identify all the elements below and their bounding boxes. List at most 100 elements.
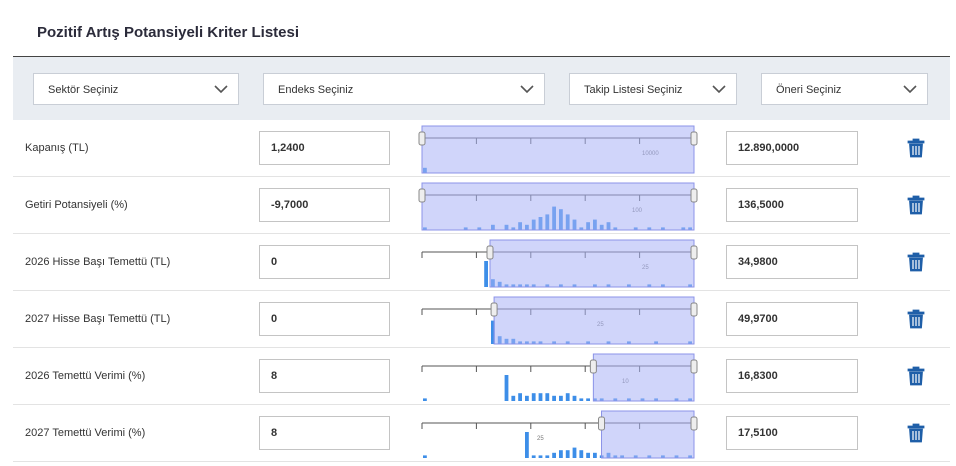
selected-range — [592, 353, 695, 402]
selected-range — [493, 296, 695, 345]
range-handle[interactable] — [690, 188, 698, 203]
range-handle[interactable] — [486, 245, 494, 260]
max-input[interactable]: 16,8300 — [726, 359, 858, 393]
trash-lines — [912, 317, 920, 326]
max-input[interactable]: 136,5000 — [726, 188, 858, 222]
selected-range — [421, 182, 695, 231]
dropdown-text: Öneri Seçiniz — [776, 84, 842, 96]
delete-icon[interactable] — [907, 423, 925, 443]
criteria-label: 2027 Hisse Başı Temettü (TL) — [25, 291, 170, 347]
histogram-bar — [531, 393, 536, 401]
dropdown[interactable]: Endeks Seçiniz — [263, 73, 545, 105]
dropdown-text: Endeks Seçiniz — [278, 84, 354, 96]
histogram-bar — [423, 398, 427, 401]
chevron — [903, 85, 917, 94]
min-input[interactable]: 8 — [259, 359, 390, 393]
histogram-bar — [552, 395, 556, 401]
range-handle[interactable] — [589, 359, 597, 374]
criteria-label-text: Kapanış (TL) — [25, 142, 89, 154]
divider — [13, 56, 950, 57]
trash-lines — [912, 431, 920, 440]
chevron — [214, 85, 228, 94]
max-input[interactable]: 17,5100 — [726, 416, 858, 450]
histogram-bar — [545, 455, 550, 458]
max-input-text: 136,5000 — [738, 199, 784, 211]
criteria-label-text: 2027 Hisse Başı Temettü (TL) — [25, 313, 171, 325]
range-handle[interactable] — [690, 245, 698, 260]
histogram-bar — [579, 450, 584, 458]
max-input[interactable]: 49,9700 — [726, 302, 858, 336]
histogram-bar — [423, 455, 427, 458]
criteria-label: 2026 Hisse Başı Temettü (TL) — [25, 234, 170, 290]
histogram-bar — [538, 455, 543, 458]
range-slider: 100 — [418, 182, 698, 231]
delete-icon[interactable] — [907, 252, 925, 272]
histogram-bar — [552, 452, 556, 458]
range-handle[interactable] — [598, 416, 606, 431]
max-input-text: 17,5100 — [738, 427, 778, 439]
dropdown[interactable]: Takip Listesi Seçiniz — [569, 73, 737, 105]
dropdown-text: Sektör Seçiniz — [48, 84, 119, 96]
chevron — [712, 85, 726, 94]
chevron-icon — [903, 85, 917, 94]
histogram-bar — [572, 395, 577, 401]
range-slider: 25 — [421, 410, 698, 459]
selected-range — [601, 410, 695, 459]
max-input[interactable]: 12.890,0000 — [726, 131, 858, 165]
min-input[interactable]: 0 — [259, 245, 390, 279]
min-input[interactable]: 0 — [259, 302, 390, 336]
selected-range — [489, 239, 695, 288]
min-input[interactable]: 8 — [259, 416, 390, 450]
max-input-text: 49,9700 — [738, 313, 778, 325]
range-handle[interactable] — [690, 131, 698, 146]
histogram-bar — [531, 455, 536, 458]
min-input-text: 0 — [271, 256, 278, 268]
dropdown[interactable]: Öneri Seçiniz — [761, 73, 928, 105]
delete-icon[interactable] — [907, 309, 925, 329]
histogram-bar — [504, 375, 509, 401]
min-input-text: -9,7000 — [271, 199, 309, 211]
range-slider: 25 — [421, 239, 698, 288]
range-slider: 10 — [421, 353, 698, 402]
criteria-label: 2027 Temettü Verimi (%) — [25, 405, 145, 461]
delete-icon[interactable] — [907, 138, 925, 158]
histogram-bar — [579, 398, 584, 401]
criteria-row: 2027 Temettü Verimi (%) 8 17,5100 25 — [13, 405, 950, 462]
trash-lines — [912, 374, 920, 383]
max-input[interactable]: 34,9800 — [726, 245, 858, 279]
min-input[interactable]: -9,7000 — [259, 188, 390, 222]
max-input-text: 16,8300 — [738, 370, 778, 382]
range-slider: 10000 — [418, 125, 698, 174]
chevron-icon — [520, 85, 534, 94]
criteria-label: 2026 Temettü Verimi (%) — [25, 348, 145, 404]
histogram-bar — [586, 398, 590, 401]
range-handle[interactable] — [490, 302, 498, 317]
range-slider: 25 — [421, 296, 698, 345]
range-handle[interactable] — [690, 302, 698, 317]
page-title: Pozitif Artış Potansiyeli Kriter Listesi — [37, 24, 300, 41]
histogram-bar — [511, 395, 516, 401]
delete-icon[interactable] — [907, 366, 925, 386]
range-handle[interactable] — [418, 188, 426, 203]
dropdown[interactable]: Sektör Seçiniz — [33, 73, 239, 105]
trash-lines — [912, 260, 920, 269]
range-handle[interactable] — [418, 131, 426, 146]
histogram-bar — [518, 393, 522, 401]
chevron-icon — [214, 85, 228, 94]
dropdown-text: Takip Listesi Seçiniz — [584, 84, 683, 96]
histogram-bar — [572, 447, 577, 458]
histogram-bar — [593, 452, 597, 458]
range-handle[interactable] — [690, 359, 698, 374]
min-input[interactable]: 1,2400 — [259, 131, 390, 165]
criteria-row: Kapanış (TL) 1,2400 12.890,0000 10000 — [13, 120, 950, 177]
histogram-bar — [586, 452, 590, 458]
criteria-row: 2027 Hisse Başı Temettü (TL) 0 49,9700 25 — [13, 291, 950, 348]
delete-icon[interactable] — [907, 195, 925, 215]
range-handle[interactable] — [690, 416, 698, 431]
criteria-label-text: 2026 Temettü Verimi (%) — [25, 370, 146, 382]
max-input-text: 34,9800 — [738, 256, 778, 268]
histogram-bar — [525, 395, 529, 401]
histogram-bar — [565, 393, 570, 401]
min-input-text: 1,2400 — [271, 142, 305, 154]
histogram-bar — [538, 393, 543, 401]
